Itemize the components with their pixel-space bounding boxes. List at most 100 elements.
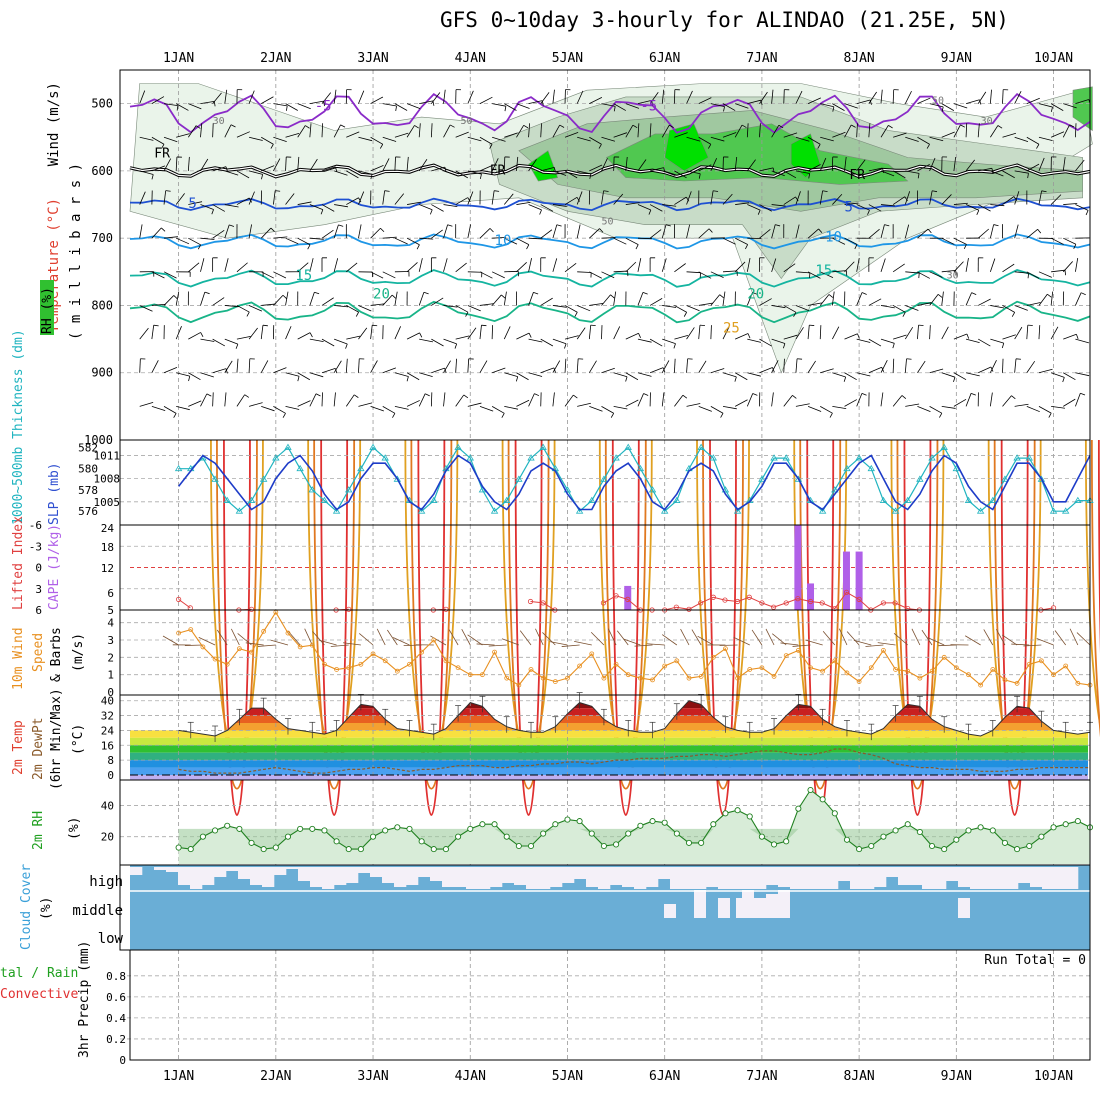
wind-barb bbox=[1062, 124, 1070, 138]
wind-barb bbox=[503, 193, 514, 205]
thickness-marker bbox=[308, 486, 316, 493]
cloud-gap bbox=[250, 867, 263, 885]
day-label: 1JAN bbox=[163, 51, 194, 66]
wind-barb bbox=[261, 303, 276, 306]
cloud-gap bbox=[574, 867, 587, 879]
wind-barb bbox=[151, 271, 165, 279]
wind-barb bbox=[163, 295, 175, 306]
wind10-point bbox=[844, 670, 850, 676]
thickness-marker bbox=[515, 475, 523, 482]
wind10-point bbox=[1051, 672, 1056, 678]
lifted-index-axis-label: Lifted Index bbox=[11, 516, 26, 610]
wind-barb bbox=[844, 399, 857, 407]
li-tick: 3 bbox=[35, 583, 42, 596]
wind10-barb bbox=[519, 630, 532, 646]
rh-contour-label: 50 bbox=[461, 116, 473, 127]
rh2m-point bbox=[977, 824, 984, 831]
thickness-marker bbox=[697, 443, 705, 450]
wind-barb bbox=[394, 326, 402, 340]
wind-barb bbox=[1002, 170, 1015, 179]
wind10-barb bbox=[780, 642, 799, 646]
wind-barb bbox=[443, 258, 448, 272]
lifted-index-point bbox=[613, 593, 619, 599]
wind10-barb bbox=[304, 628, 313, 646]
wind-barb-flag bbox=[406, 376, 409, 382]
wind-barb bbox=[491, 158, 499, 172]
wind-barb bbox=[516, 201, 531, 205]
wind10-barb bbox=[448, 629, 459, 646]
wind-barb bbox=[832, 326, 840, 340]
wind-barb bbox=[285, 237, 299, 245]
surface-temp-contour bbox=[799, 439, 842, 790]
wind-barb bbox=[637, 393, 644, 407]
temp2m-tick: 32 bbox=[101, 710, 114, 723]
wind-barb bbox=[431, 229, 443, 239]
wind-barb bbox=[1014, 91, 1022, 104]
wind10-point bbox=[212, 656, 218, 662]
wind-barb bbox=[260, 360, 269, 373]
wind-barb-flag bbox=[683, 312, 687, 317]
wind-barb bbox=[1002, 395, 1012, 407]
wind-barb bbox=[285, 103, 298, 111]
wind-barb bbox=[589, 136, 602, 145]
wind-barb bbox=[576, 224, 581, 239]
wind-barb-flag bbox=[481, 324, 487, 327]
wind10-point bbox=[552, 679, 558, 684]
wind-barb-flag bbox=[556, 224, 562, 227]
wind-barb-flag bbox=[720, 413, 724, 418]
thickness-marker bbox=[527, 454, 535, 461]
rh-contour-label: 30 bbox=[213, 116, 225, 127]
wind-barb bbox=[503, 326, 511, 340]
wind-barb-flag bbox=[713, 190, 719, 192]
wind-barb bbox=[929, 157, 936, 172]
li-tick: -3 bbox=[29, 540, 42, 553]
thickness-marker bbox=[369, 443, 377, 450]
wind-barb bbox=[394, 132, 409, 138]
wind-barb-flag bbox=[1001, 343, 1005, 349]
wind-barb bbox=[698, 136, 712, 145]
thickness-marker bbox=[235, 507, 244, 514]
wind-barb bbox=[151, 227, 162, 239]
wind-barb bbox=[260, 227, 272, 239]
wind-barb bbox=[880, 392, 884, 407]
wind-barb bbox=[868, 338, 882, 347]
wind-barb-flag bbox=[489, 144, 493, 149]
wind-barb bbox=[746, 159, 756, 172]
lifted-index-point bbox=[770, 604, 777, 610]
wind-barb-flag bbox=[991, 168, 994, 174]
rh2m-point bbox=[369, 833, 377, 840]
wind-barb-flag bbox=[963, 244, 967, 250]
cloud-gap bbox=[862, 867, 875, 889]
wind-barb bbox=[261, 405, 275, 412]
wind-barb bbox=[200, 372, 214, 378]
wind10-point bbox=[662, 663, 668, 669]
wind-barb-flag bbox=[153, 324, 159, 327]
rh2m-point bbox=[916, 828, 923, 836]
rh2m-point bbox=[807, 786, 814, 794]
wind-barb bbox=[1014, 224, 1019, 239]
contour-label: 15 bbox=[815, 263, 832, 279]
rh2m-point bbox=[758, 833, 765, 840]
wind-barb-flag bbox=[345, 343, 348, 349]
wind-barb bbox=[734, 124, 743, 138]
wind-barb bbox=[248, 305, 263, 312]
lifted-index-line bbox=[603, 595, 641, 611]
wind10-barb bbox=[387, 629, 398, 646]
rh2m-point bbox=[455, 833, 462, 840]
temp-band bbox=[130, 737, 1088, 746]
wind-barb bbox=[771, 360, 779, 373]
wind-barb bbox=[467, 305, 481, 312]
wind-barb-flag bbox=[778, 124, 784, 129]
wind-barb bbox=[1050, 131, 1065, 138]
wind-barb bbox=[589, 228, 600, 239]
wind-barb bbox=[977, 123, 980, 138]
surface-temp-contour bbox=[702, 439, 744, 790]
temp2m-tick: 16 bbox=[101, 739, 114, 752]
wind-barb bbox=[151, 325, 155, 340]
wind-barb bbox=[333, 392, 336, 407]
wind-barb bbox=[1051, 269, 1066, 273]
wind-barb bbox=[832, 270, 847, 273]
wind-barb bbox=[795, 170, 810, 174]
